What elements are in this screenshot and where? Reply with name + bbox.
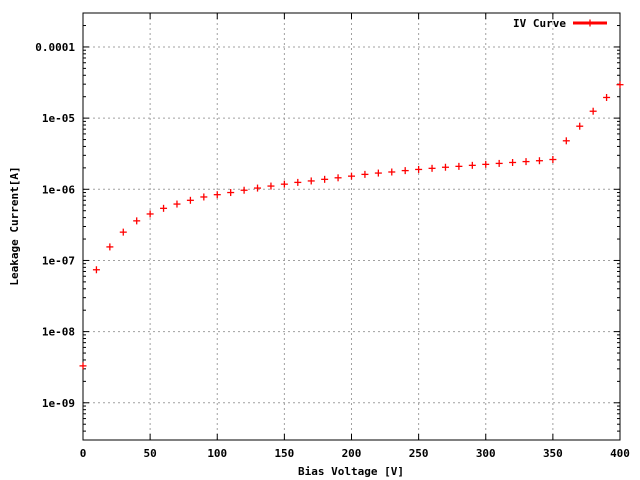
legend-marker bbox=[586, 19, 594, 27]
data-point bbox=[227, 189, 235, 197]
y-tick-label: 1e-06 bbox=[42, 183, 75, 196]
data-point bbox=[307, 177, 315, 185]
data-point bbox=[509, 158, 517, 166]
data-point bbox=[79, 362, 87, 370]
data-point bbox=[374, 169, 382, 177]
grid-lines bbox=[83, 13, 620, 440]
data-point bbox=[254, 184, 262, 192]
data-point bbox=[160, 204, 168, 212]
y-axis-label: Leakage Current[A] bbox=[8, 166, 21, 285]
data-point bbox=[589, 107, 597, 115]
plot-frame bbox=[82, 12, 621, 441]
data-point bbox=[321, 175, 329, 183]
data-point bbox=[495, 159, 503, 167]
data-point bbox=[535, 157, 543, 165]
y-tick-label: 1e-08 bbox=[42, 326, 75, 339]
x-tick-label: 400 bbox=[610, 447, 630, 460]
data-point bbox=[213, 191, 221, 199]
y-tick-label: 1e-05 bbox=[42, 112, 75, 125]
y-tick-labels: 1e-09 1e-08 1e-07 1e-06 1e-05 0.0001 bbox=[35, 41, 75, 410]
data-point bbox=[482, 160, 490, 168]
data-point bbox=[576, 122, 584, 130]
data-point bbox=[522, 158, 530, 166]
data-point bbox=[200, 193, 208, 201]
data-point bbox=[173, 200, 181, 208]
legend: IV Curve bbox=[513, 17, 607, 30]
data-point bbox=[294, 178, 302, 186]
x-tick-label: 200 bbox=[342, 447, 362, 460]
x-axis-label: Bias Voltage [V] bbox=[298, 465, 404, 478]
x-tick-label: 100 bbox=[207, 447, 227, 460]
data-point bbox=[388, 168, 396, 176]
data-point bbox=[428, 164, 436, 172]
x-tick-label: 50 bbox=[144, 447, 157, 460]
y-tick-label: 0.0001 bbox=[35, 41, 75, 54]
data-point bbox=[562, 137, 570, 145]
data-point bbox=[240, 186, 248, 194]
data-point bbox=[92, 266, 100, 274]
data-point bbox=[119, 228, 127, 236]
data-points bbox=[79, 81, 624, 370]
data-point bbox=[361, 170, 369, 178]
y-tick-label: 1e-09 bbox=[42, 397, 75, 410]
data-point bbox=[186, 196, 194, 204]
x-tick-label: 300 bbox=[476, 447, 496, 460]
data-point bbox=[468, 161, 476, 169]
data-point bbox=[334, 174, 342, 182]
data-point bbox=[455, 162, 463, 170]
data-point bbox=[133, 217, 141, 225]
x-tick-labels: 0 50 100 150 200 250 300 350 400 bbox=[80, 447, 630, 460]
data-point bbox=[348, 172, 355, 180]
data-point bbox=[549, 156, 557, 164]
legend-label: IV Curve bbox=[513, 17, 566, 30]
data-point bbox=[616, 81, 624, 89]
data-point bbox=[603, 93, 611, 101]
data-point bbox=[441, 163, 449, 171]
data-point bbox=[106, 243, 114, 251]
data-point bbox=[280, 180, 288, 188]
x-tick-label: 250 bbox=[409, 447, 429, 460]
x-tick-label: 150 bbox=[274, 447, 294, 460]
y-tick-label: 1e-07 bbox=[42, 254, 75, 267]
x-tick-label: 0 bbox=[80, 447, 87, 460]
axis-ticks bbox=[82, 13, 621, 440]
data-point bbox=[401, 167, 409, 175]
data-point bbox=[415, 165, 423, 173]
data-point bbox=[267, 182, 275, 190]
data-point bbox=[146, 210, 154, 218]
x-tick-label: 350 bbox=[543, 447, 563, 460]
